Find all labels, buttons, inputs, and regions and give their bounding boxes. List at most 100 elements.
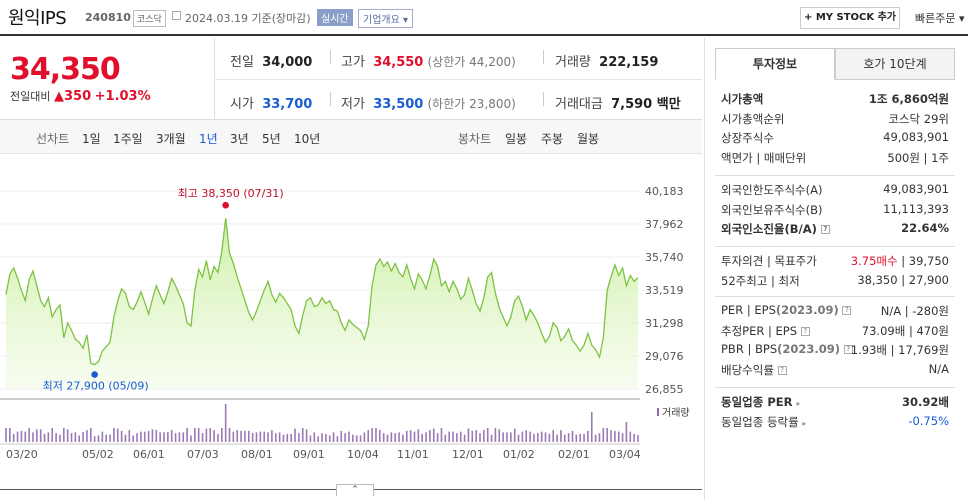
volume-bar	[575, 434, 578, 442]
prev-close: 전일 34,000	[230, 51, 312, 70]
volume-bar	[282, 434, 285, 442]
volume-bar	[405, 430, 408, 442]
volume-bar	[9, 428, 11, 442]
opinion-value: 3.75매수 | 39,750	[850, 254, 949, 268]
volume-bar	[379, 430, 381, 442]
change-label: 전일대비	[10, 90, 51, 103]
volume-bar	[463, 434, 466, 442]
upper-limit: (상한가 44,200)	[427, 55, 516, 69]
divider	[543, 92, 544, 106]
volume-bar	[66, 429, 69, 442]
trade-amount: 거래대금 7,590 백만	[555, 93, 681, 112]
volume-bar	[340, 430, 343, 442]
industry-rate-text[interactable]: 동일업종 등락률	[721, 414, 799, 429]
par-value-value: 500원 | 1주	[887, 150, 949, 165]
volume-bar	[436, 433, 439, 442]
tab-invest-info[interactable]: 투자정보	[715, 48, 835, 80]
volume-bar	[294, 428, 296, 442]
help-icon[interactable]: ?	[800, 326, 810, 336]
pbr-label-text: PBR | BPS	[721, 342, 778, 356]
volume-bar	[475, 430, 477, 442]
period-1d[interactable]: 1일	[82, 132, 101, 146]
market-cap-group: 시가총액 1조 6,860억원 시가총액순위 코스닥 29위 상장주식수 49,083…	[715, 91, 955, 169]
realtime-button[interactable]: 실시간	[317, 9, 353, 26]
volume-bar	[610, 430, 612, 442]
foreign-ratio-value: 22.64%	[901, 221, 949, 235]
period-1y[interactable]: 1년	[199, 132, 218, 146]
volume-bar	[197, 428, 200, 442]
industry-rate-value: -0.75%	[908, 413, 949, 428]
quick-order-button[interactable]: 빠른주문 ▾	[915, 10, 965, 26]
eper-value: 73.09배 | 470원	[861, 323, 949, 338]
volume-bar	[571, 430, 574, 442]
candle-chart-label[interactable]: 봉차트	[458, 132, 492, 146]
volume-bar	[244, 430, 246, 442]
volume-bar	[529, 431, 531, 442]
info-row: 외국인소진율(B/A) ? 22.64%	[715, 221, 955, 241]
tab-orderbook[interactable]: 호가 10단계	[835, 48, 955, 80]
volume-bar	[375, 428, 377, 442]
volume-bar	[448, 431, 450, 442]
volume-bar	[521, 431, 524, 442]
volume-bar	[32, 432, 34, 442]
period-3m[interactable]: 3개월	[156, 132, 186, 146]
volume-bar	[332, 432, 335, 442]
volume-bar	[344, 433, 346, 442]
volume-bar	[43, 433, 46, 442]
per-year: (2023.09)	[775, 303, 839, 317]
x-tick-label: 05/02	[82, 448, 114, 461]
period-5y[interactable]: 5년	[262, 132, 281, 146]
help-icon[interactable]: ?	[777, 365, 787, 375]
x-tick-label: 06/01	[133, 448, 165, 461]
volume-bar	[20, 430, 23, 442]
cap-rank-value: 코스닥 29위	[888, 111, 949, 126]
volume: 거래량 222,159	[555, 51, 658, 70]
candle-monthly[interactable]: 월봉	[577, 132, 600, 146]
period-1w[interactable]: 1주일	[113, 132, 143, 146]
volume-bar	[486, 428, 489, 442]
help-icon[interactable]: ?	[842, 306, 852, 315]
volume-bar	[510, 432, 512, 442]
prev-close-value: 34,000	[262, 55, 313, 70]
volume-bar	[178, 432, 181, 442]
help-icon[interactable]: ?	[820, 225, 830, 234]
volume-bar	[70, 433, 73, 442]
help-icon[interactable]: ?	[843, 345, 853, 354]
line-chart-label[interactable]: 선차트	[36, 132, 70, 146]
volume-bar	[309, 435, 312, 442]
candle-daily[interactable]: 일봉	[505, 132, 528, 146]
opinion-label: 투자의견 | 목표주가	[721, 254, 817, 268]
high-value: 34,550	[373, 55, 424, 70]
info-row: 시가총액 1조 6,860억원	[715, 91, 955, 111]
volume-bar	[602, 428, 605, 442]
market-cap-value: 1조 6,860억원	[868, 92, 949, 106]
volume-bar	[467, 428, 470, 442]
collapse-chart-button[interactable]: ⌃	[336, 484, 374, 496]
period-3y[interactable]: 3년	[230, 132, 249, 146]
volume-bar	[590, 412, 593, 442]
foreign-hold-value: 11,113,393	[883, 201, 949, 216]
shares-label: 상장주식수	[721, 131, 774, 145]
divider	[330, 92, 331, 106]
volume-bar	[278, 432, 281, 442]
period-10y[interactable]: 10년	[294, 132, 321, 146]
amount-label: 거래대금	[555, 97, 603, 112]
corp-overview-dropdown[interactable]: 기업개요 ▾	[358, 9, 414, 28]
info-row: 동일업종 등락률 ▸ -0.75%	[715, 414, 955, 434]
volume-bar	[251, 433, 254, 442]
industry-per-text[interactable]: 동일업종 PER	[721, 395, 793, 409]
volume-bar	[240, 430, 242, 442]
volume-bar	[47, 432, 50, 442]
add-my-stock-button[interactable]: + MY STOCK 추가	[800, 7, 900, 29]
volume-bar	[336, 436, 339, 442]
x-tick-label: 10/04	[347, 448, 379, 461]
volume-bar	[594, 434, 597, 442]
volume-bar	[544, 432, 547, 442]
volume-bar	[182, 432, 185, 442]
volume-bar	[355, 435, 358, 442]
volume-bar	[221, 428, 223, 442]
candle-weekly[interactable]: 주봉	[541, 132, 564, 146]
volume-bar	[614, 430, 616, 442]
volume-bar	[78, 435, 81, 442]
x-tick-label: 12/01	[452, 448, 484, 461]
